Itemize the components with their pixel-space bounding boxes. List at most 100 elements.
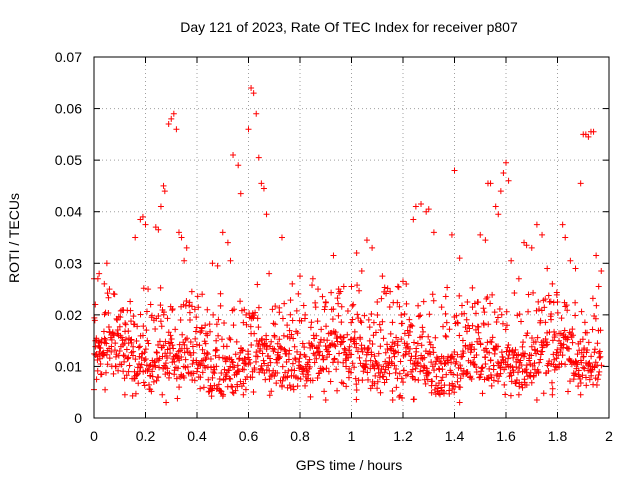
data-point — [545, 292, 552, 299]
data-point — [135, 344, 142, 351]
data-point — [348, 319, 355, 326]
data-point — [141, 349, 148, 356]
data-point — [597, 327, 604, 334]
data-point — [595, 372, 602, 379]
data-point — [579, 336, 586, 343]
data-point — [273, 380, 280, 387]
data-point — [201, 350, 208, 357]
data-point — [442, 332, 449, 339]
data-point — [508, 378, 515, 385]
data-point — [380, 335, 387, 342]
data-point — [520, 339, 527, 346]
data-point — [443, 333, 450, 340]
data-point — [353, 249, 360, 256]
data-point — [376, 321, 383, 328]
data-point — [396, 370, 403, 377]
data-points — [91, 84, 605, 406]
data-point — [385, 362, 392, 369]
data-point — [558, 360, 565, 367]
data-point — [415, 359, 422, 366]
data-point — [219, 229, 226, 236]
data-point — [101, 339, 108, 346]
data-point — [157, 203, 164, 210]
data-point — [289, 280, 296, 287]
data-point — [596, 348, 603, 355]
data-point — [526, 357, 533, 364]
data-point — [365, 345, 372, 352]
data-point — [322, 298, 329, 305]
data-point — [165, 374, 172, 381]
data-point — [475, 329, 482, 336]
data-point — [340, 334, 347, 341]
data-point — [329, 316, 336, 323]
data-point — [126, 362, 133, 369]
data-point — [152, 224, 159, 231]
data-point — [572, 370, 579, 377]
data-point — [565, 345, 572, 352]
data-point — [492, 346, 499, 353]
data-point — [480, 321, 487, 328]
data-point — [155, 342, 162, 349]
data-point — [338, 319, 345, 326]
data-point — [539, 231, 546, 238]
data-point — [430, 297, 437, 304]
data-point — [199, 346, 206, 353]
data-point — [132, 390, 139, 397]
data-point — [426, 311, 433, 318]
data-point — [103, 351, 110, 358]
data-point — [160, 309, 167, 316]
data-point — [523, 242, 530, 249]
data-point — [272, 303, 279, 310]
data-point — [209, 260, 216, 267]
data-point — [239, 347, 246, 354]
x-tick-label: 0.4 — [187, 428, 207, 444]
data-point — [396, 394, 403, 401]
data-point — [314, 318, 321, 325]
data-point — [121, 375, 128, 382]
data-point — [142, 356, 149, 363]
data-point — [224, 239, 231, 246]
data-point — [468, 375, 475, 382]
data-point — [260, 357, 267, 364]
y-tick-label: 0.01 — [55, 358, 82, 374]
data-point — [196, 342, 203, 349]
data-point — [588, 353, 595, 360]
data-point — [413, 345, 420, 352]
data-point — [471, 300, 478, 307]
data-point — [215, 381, 222, 388]
data-point — [491, 309, 498, 316]
data-point — [503, 322, 510, 329]
data-point — [463, 316, 470, 323]
data-point — [121, 358, 128, 365]
data-point — [266, 392, 273, 399]
data-point — [258, 180, 265, 187]
data-point — [206, 321, 213, 328]
data-point — [490, 377, 497, 384]
data-point — [440, 389, 447, 396]
data-point — [212, 352, 219, 359]
data-point — [237, 378, 244, 385]
data-point — [582, 131, 589, 138]
data-point — [377, 327, 384, 334]
data-point — [471, 346, 478, 353]
data-point — [311, 359, 318, 366]
data-point — [384, 345, 391, 352]
data-point — [398, 336, 405, 343]
data-point — [374, 312, 381, 319]
data-point — [138, 361, 145, 368]
data-point — [407, 357, 414, 364]
data-point — [164, 315, 171, 322]
data-point — [276, 353, 283, 360]
data-point — [429, 344, 436, 351]
data-point — [312, 304, 319, 311]
data-point — [410, 216, 417, 223]
data-point — [157, 284, 164, 291]
data-point — [247, 359, 254, 366]
data-point — [211, 366, 218, 373]
data-point — [541, 304, 548, 311]
data-point — [115, 367, 122, 374]
data-point — [457, 384, 464, 391]
data-point — [220, 391, 227, 398]
data-point — [135, 380, 142, 387]
data-point — [351, 328, 358, 335]
